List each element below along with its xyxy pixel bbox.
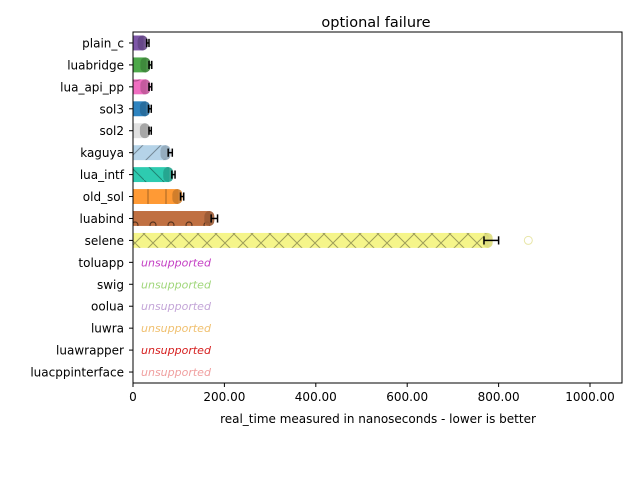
y-tick-label-luawrapper: luawrapper: [56, 344, 124, 358]
outlier-selene: [523, 235, 533, 245]
unsupported-label-oolua: unsupported: [141, 300, 212, 313]
unsupported-label-luwra: unsupported: [141, 322, 212, 335]
y-tick-label-plain_c: plain_c: [82, 36, 124, 50]
plot-area: unsupported unsupported unsupported unsuppo…: [133, 35, 533, 379]
x-tick-label-3: 600.00: [386, 390, 428, 404]
bar-group-lua_api_pp: [133, 79, 153, 95]
y-tick-label-luabridge: luabridge: [67, 58, 124, 72]
y-tick-label-toluapp: toluapp: [78, 256, 124, 270]
bar-group-kaguya: [133, 145, 174, 161]
bar-group-selene: [133, 232, 500, 248]
bar-lua_intf: [133, 167, 170, 183]
bar-kaguya: [133, 145, 167, 161]
x-axis-label: real_time measured in nanoseconds - lowe…: [220, 412, 536, 426]
x-tick-label-4: 800.00: [478, 390, 520, 404]
x-tick-label-0: 0: [129, 390, 137, 404]
bar-group-sol3: [133, 101, 153, 117]
plot-frame: [132, 31, 623, 384]
bar-group-luabind: [133, 211, 219, 226]
y-tick-label-luwra: luwra: [91, 322, 124, 336]
y-tick-label-luabind: luabind: [80, 212, 124, 226]
bar-cap-lua_api_pp: [140, 79, 151, 95]
y-tick-label-selene: selene: [85, 234, 124, 248]
x-tick-label-5: 1000.00: [565, 390, 615, 404]
bar-group-luabridge: [133, 57, 153, 73]
bar-group-lua_intf: [133, 167, 176, 183]
y-tick-label-sol3: sol3: [99, 102, 124, 116]
y-tick-label-lua_api_pp: lua_api_pp: [60, 80, 124, 94]
y-axis: plain_c luabridge lua_api_pp sol3 sol2 kaguya…: [30, 36, 133, 380]
bar-cap-sol2: [139, 123, 150, 139]
bar-cap-sol3: [139, 101, 150, 117]
bar-luabind: [133, 211, 211, 226]
bar-old_sol: [133, 189, 179, 204]
bar-cap-lua_intf: [163, 167, 174, 183]
x-tick-label-1: 200.00: [203, 390, 245, 404]
unsupported-label-luacppinterface: unsupported: [141, 366, 212, 379]
chart-title: optional failure: [321, 15, 430, 31]
bar-group-sol2: [133, 123, 153, 139]
bar-cap-plain_c: [137, 35, 148, 51]
bar-cap-luabridge: [140, 57, 151, 73]
y-tick-label-old_sol: old_sol: [83, 190, 124, 204]
y-tick-label-sol2: sol2: [99, 124, 124, 138]
x-tick-label-2: 400.00: [295, 390, 337, 404]
bar-group-old_sol: [133, 189, 185, 204]
unsupported-label-luawrapper: unsupported: [141, 344, 212, 357]
unsupported-label-swig: unsupported: [141, 278, 212, 291]
y-tick-label-swig: swig: [97, 278, 124, 292]
y-tick-label-oolua: oolua: [91, 300, 124, 314]
bar-group-plain_c: [133, 35, 150, 51]
x-axis: 0 200.00 400.00 600.00 800.00 1000.00: [129, 383, 615, 404]
y-tick-label-kaguya: kaguya: [80, 146, 124, 160]
y-tick-label-luacppinterface: luacppinterface: [30, 366, 124, 380]
bar-selene: [133, 232, 489, 248]
y-tick-label-lua_intf: lua_intf: [80, 168, 125, 182]
unsupported-label-toluapp: unsupported: [141, 256, 212, 269]
